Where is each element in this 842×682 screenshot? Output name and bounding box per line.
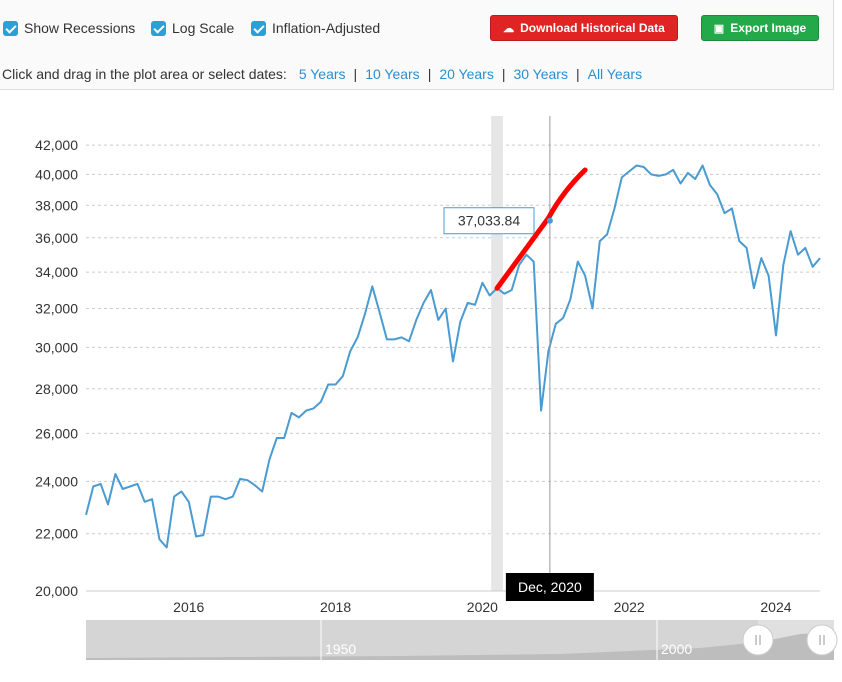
- y-tick-label: 20,000: [35, 583, 78, 599]
- show-recessions-checkbox[interactable]: Show Recessions: [3, 20, 135, 36]
- log-scale-checkbox[interactable]: Log Scale: [151, 20, 234, 36]
- export-image-button[interactable]: ▣ Export Image: [701, 15, 819, 41]
- grid-lines: [86, 144, 820, 592]
- x-tick-label: 2018: [320, 599, 351, 615]
- navigator-label: 1950: [325, 641, 356, 657]
- show-recessions-label: Show Recessions: [24, 20, 136, 36]
- chart-controls-bar: Show Recessions Log Scale Inflation-Adju…: [0, 0, 834, 90]
- range-30-years-link[interactable]: 30 Years: [513, 66, 568, 82]
- download-button-label: Download Historical Data: [520, 21, 665, 35]
- export-button-label: Export Image: [730, 21, 807, 35]
- navigator-label: 2000: [661, 641, 692, 657]
- y-axis: 20,000 22,000 24,000 26,000 28,000 30,000 32,0…: [35, 137, 78, 599]
- crosshair-date-label-bg: [505, 573, 594, 601]
- recession-shading: [491, 116, 503, 591]
- log-scale-label: Log Scale: [172, 20, 235, 36]
- image-icon: ▣: [713, 22, 725, 35]
- x-axis: 2016 2018 2020 2022 2024: [86, 590, 820, 615]
- y-tick-label: 38,000: [35, 197, 78, 213]
- y-tick-label: 34,000: [35, 264, 78, 280]
- series-group: [85, 164, 821, 549]
- inflation-adjusted-checkbox[interactable]: Inflation-Adjusted: [251, 20, 380, 36]
- crosshair-date-label: Dec, 2020: [518, 579, 582, 595]
- range-20-years-link[interactable]: 20 Years: [439, 66, 494, 82]
- annotation-trend-line: [494, 167, 588, 291]
- separator: |: [575, 66, 580, 82]
- hover-point-marker: [546, 217, 553, 224]
- range-10-years-link[interactable]: 10 Years: [365, 66, 420, 82]
- checkbox-checked-icon: [151, 20, 166, 36]
- separator: |: [501, 66, 506, 82]
- x-tick-label: 2020: [467, 599, 498, 615]
- annotation-overlay: 37,033.84 Dec, 2020: [443, 116, 594, 601]
- range-5-years-link[interactable]: 5 Years: [298, 66, 346, 82]
- y-tick-label: 42,000: [35, 137, 78, 153]
- checkbox-checked-icon: [251, 20, 266, 36]
- y-tick-label: 22,000: [35, 526, 78, 542]
- date-range-selector: Click and drag in the plot area or selec…: [2, 66, 642, 82]
- navigator-handle[interactable]: [806, 624, 838, 656]
- y-tick-label: 32,000: [35, 301, 78, 317]
- y-tick-label: 30,000: [35, 339, 78, 355]
- inflation-adjusted-label: Inflation-Adjusted: [272, 20, 381, 36]
- y-tick-label: 36,000: [35, 230, 78, 246]
- cloud-download-icon: ☁: [503, 22, 515, 35]
- checkbox-checked-icon: [3, 20, 18, 36]
- tooltip-value: 37,033.84: [458, 213, 520, 229]
- x-tick-label: 2022: [614, 599, 645, 615]
- separator: |: [427, 66, 432, 82]
- x-tick-label: 2016: [173, 599, 204, 615]
- y-tick-label: 28,000: [35, 381, 78, 397]
- y-tick-label: 40,000: [35, 166, 78, 182]
- recession-band: [491, 116, 503, 591]
- navigator-area: [86, 632, 834, 660]
- y-tick-label: 24,000: [35, 473, 78, 489]
- series-line: [85, 164, 821, 549]
- y-tick-label: 26,000: [35, 425, 78, 441]
- navigator[interactable]: 1950 2000: [86, 620, 838, 660]
- tooltip-box: [443, 207, 535, 235]
- range-all-years-link[interactable]: All Years: [587, 66, 643, 82]
- separator: |: [353, 66, 358, 82]
- date-range-prompt: Click and drag in the plot area or selec…: [2, 66, 287, 82]
- navigator-handle[interactable]: [742, 624, 774, 656]
- x-tick-label: 2024: [760, 599, 791, 615]
- download-historical-data-button[interactable]: ☁ Download Historical Data: [490, 15, 678, 41]
- line-chart[interactable]: 20,000 22,000 24,000 26,000 28,000 30,000 32,0…: [0, 100, 842, 682]
